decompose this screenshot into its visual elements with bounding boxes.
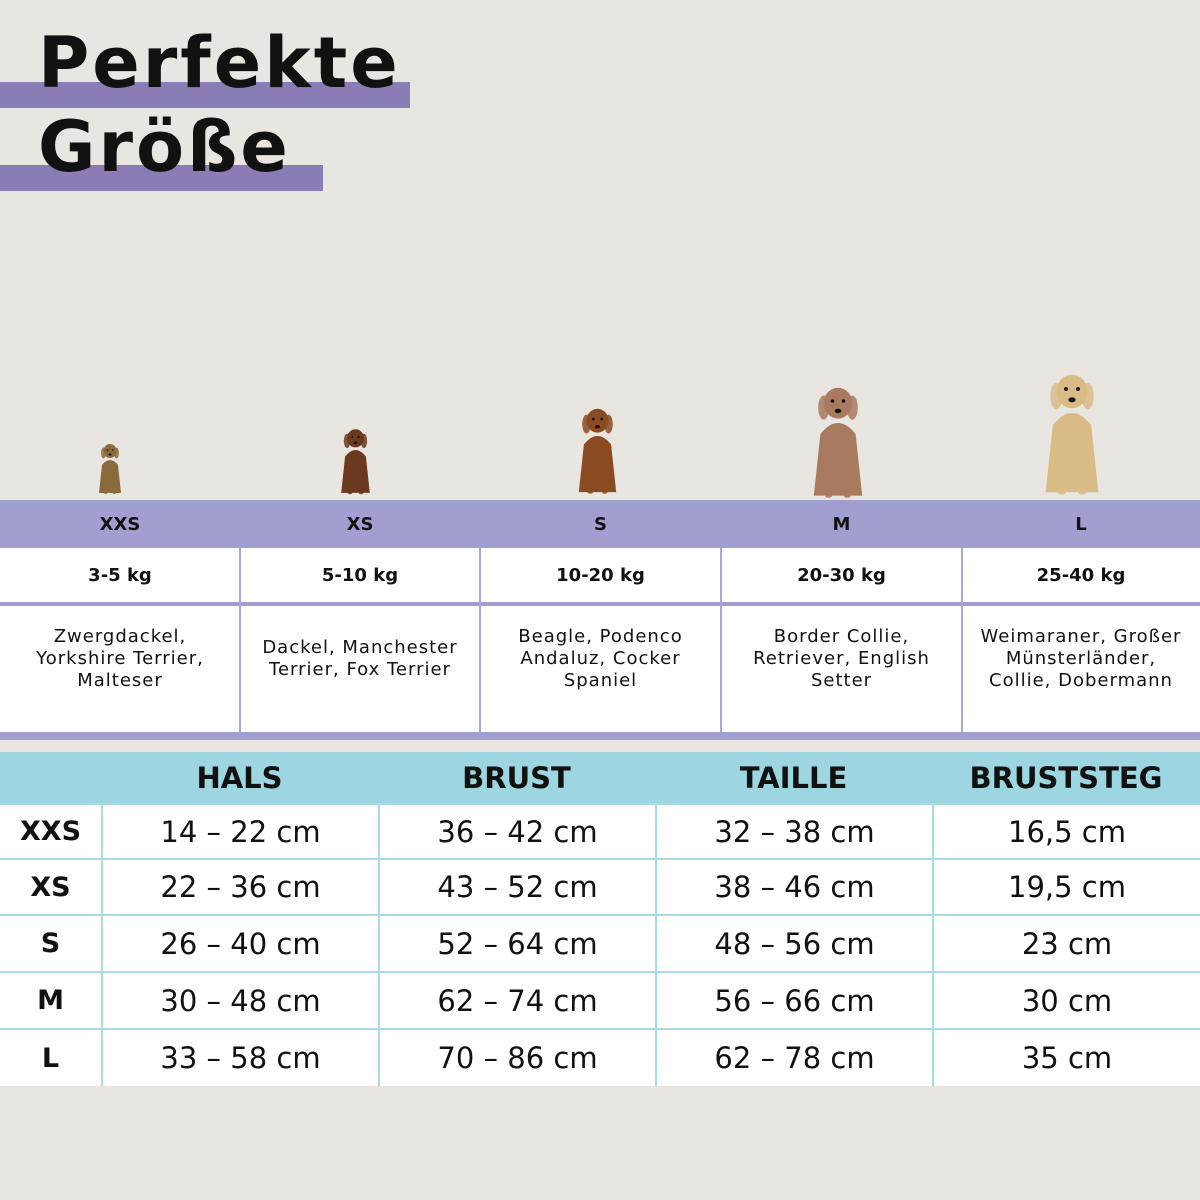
- size-label: XXS: [99, 513, 141, 535]
- breed-line: Yorkshire Terrier,: [36, 648, 204, 669]
- size-label: M: [832, 513, 851, 535]
- title-underline-bar: [0, 165, 323, 191]
- table-cell: 19,5 cm: [934, 860, 1200, 914]
- page-title-line1: Perfekte: [38, 22, 401, 104]
- table-cell: 23 cm: [934, 916, 1200, 971]
- breed-line: Zwergdackel,: [53, 626, 187, 647]
- title-underline-bar: [0, 82, 410, 108]
- table-cell: 30 cm: [934, 973, 1200, 1028]
- row-divider: [0, 732, 1200, 740]
- table-cell: 35 cm: [934, 1030, 1200, 1086]
- table-cell: 36 – 42 cm: [380, 805, 655, 858]
- breed-list: Border Collie, Retriever, English Setter: [721, 606, 962, 732]
- yorkshire-terrier-icon: [95, 440, 125, 495]
- column-header: BRUSTSTEG: [969, 761, 1163, 795]
- breed-line: Spaniel: [563, 670, 638, 691]
- breed-line: Setter: [810, 670, 873, 691]
- breed-line: Collie, Dobermann: [989, 670, 1173, 691]
- breed-list: Zwergdackel, Yorkshire Terrier, Malteser: [0, 606, 240, 732]
- column-header: BRUST: [462, 761, 571, 795]
- table-cell: 56 – 66 cm: [657, 973, 932, 1028]
- table-cell: 62 – 78 cm: [657, 1030, 932, 1086]
- size-band: [0, 500, 1200, 548]
- weight-range: 5-10 kg: [240, 548, 480, 602]
- table-cell: 32 – 38 cm: [657, 805, 932, 858]
- table-cell: 70 – 86 cm: [380, 1030, 655, 1086]
- weight-range: 3-5 kg: [0, 548, 240, 602]
- size-label: L: [1075, 513, 1087, 535]
- breed-list: Dackel, Manchester Terrier, Fox Terrier: [240, 606, 480, 732]
- breed-line: Andaluz, Cocker: [520, 648, 681, 669]
- column-divider: [961, 548, 963, 732]
- table-cell: 62 – 74 cm: [380, 973, 655, 1028]
- breed-line: Border Collie,: [773, 626, 910, 647]
- breed-line: Terrier, Fox Terrier: [269, 659, 451, 680]
- golden-retriever-icon: [1036, 365, 1108, 497]
- breed-list: Beagle, Podenco Andaluz, Cocker Spaniel: [480, 606, 721, 732]
- weight-range: 10-20 kg: [480, 548, 721, 602]
- table-header-bg: [0, 752, 1200, 804]
- cocker-spaniel-icon: [572, 402, 623, 496]
- row-size-label: XS: [0, 860, 101, 914]
- breed-line: Malteser: [77, 670, 163, 691]
- row-size-label: M: [0, 973, 101, 1028]
- table-cell: 33 – 58 cm: [103, 1030, 378, 1086]
- breed-line: Beagle, Podenco: [518, 626, 683, 647]
- column-divider: [720, 548, 722, 732]
- table-cell: 43 – 52 cm: [380, 860, 655, 914]
- column-header: HALS: [196, 761, 283, 795]
- australian-shepherd-icon: [805, 379, 871, 500]
- size-label: XS: [346, 513, 374, 535]
- table-cell: 52 – 64 cm: [380, 916, 655, 971]
- page-title-line2: Größe: [38, 106, 291, 188]
- table-cell: 14 – 22 cm: [103, 805, 378, 858]
- column-divider: [239, 548, 241, 732]
- table-cell: 26 – 40 cm: [103, 916, 378, 971]
- row-size-label: XXS: [0, 805, 101, 858]
- column-divider: [479, 548, 481, 732]
- breed-line: Dackel, Manchester: [262, 637, 458, 658]
- table-cell: 38 – 46 cm: [657, 860, 932, 914]
- row-size-label: L: [0, 1030, 101, 1086]
- breed-line: Retriever, English: [753, 648, 930, 669]
- table-cell: 22 – 36 cm: [103, 860, 378, 914]
- breed-list: Weimaraner, Großer Münsterländer, Collie, …: [962, 606, 1200, 732]
- weight-range: 25-40 kg: [962, 548, 1200, 602]
- row-divider: [0, 602, 1200, 606]
- column-header: TAILLE: [739, 761, 848, 795]
- row-size-label: S: [0, 916, 101, 971]
- breed-line: Weimaraner, Großer: [980, 626, 1182, 647]
- size-label: S: [594, 513, 607, 535]
- table-cell: 30 – 48 cm: [103, 973, 378, 1028]
- breed-line: Münsterländer,: [1005, 648, 1157, 669]
- table-cell: 48 – 56 cm: [657, 916, 932, 971]
- dachshund-icon: [336, 424, 375, 496]
- weight-range: 20-30 kg: [721, 548, 962, 602]
- table-cell: 16,5 cm: [934, 805, 1200, 858]
